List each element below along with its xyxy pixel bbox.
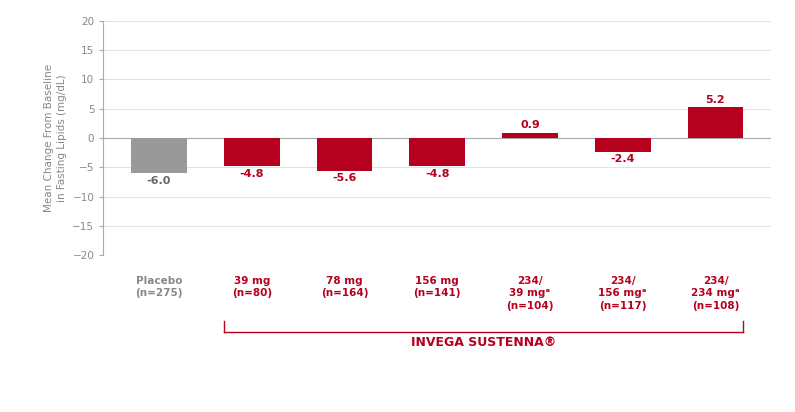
Text: Placebo
(n=275): Placebo (n=275) bbox=[135, 276, 183, 298]
Text: 0.9: 0.9 bbox=[520, 120, 540, 130]
Text: 39 mg
(n=80): 39 mg (n=80) bbox=[231, 276, 272, 298]
Text: 78 mg
(n=164): 78 mg (n=164) bbox=[320, 276, 368, 298]
Text: 234/
234 mgᵃ
(n=108): 234/ 234 mgᵃ (n=108) bbox=[691, 276, 740, 311]
Bar bbox=[131, 138, 187, 173]
Text: 156 mg
(n=141): 156 mg (n=141) bbox=[413, 276, 461, 298]
Bar bbox=[409, 138, 465, 166]
Text: -4.8: -4.8 bbox=[425, 169, 449, 178]
Bar bbox=[316, 138, 372, 171]
Y-axis label: Mean Change From Baseline
in Fasting Lipids (mg/dL): Mean Change From Baseline in Fasting Lip… bbox=[44, 64, 67, 212]
Text: 234/
156 mgᵃ
(n=117): 234/ 156 mgᵃ (n=117) bbox=[599, 276, 647, 311]
Text: INVEGA SUSTENNA®: INVEGA SUSTENNA® bbox=[411, 336, 556, 349]
Text: -4.8: -4.8 bbox=[239, 169, 264, 178]
Bar bbox=[224, 138, 280, 166]
Bar bbox=[595, 138, 650, 152]
Text: -2.4: -2.4 bbox=[611, 154, 635, 164]
Text: 5.2: 5.2 bbox=[706, 95, 725, 105]
Bar bbox=[688, 108, 743, 138]
Bar bbox=[502, 133, 558, 138]
Text: -6.0: -6.0 bbox=[147, 176, 171, 185]
Text: -5.6: -5.6 bbox=[332, 173, 357, 183]
Text: 234/
39 mgᵃ
(n=104): 234/ 39 mgᵃ (n=104) bbox=[506, 276, 554, 311]
